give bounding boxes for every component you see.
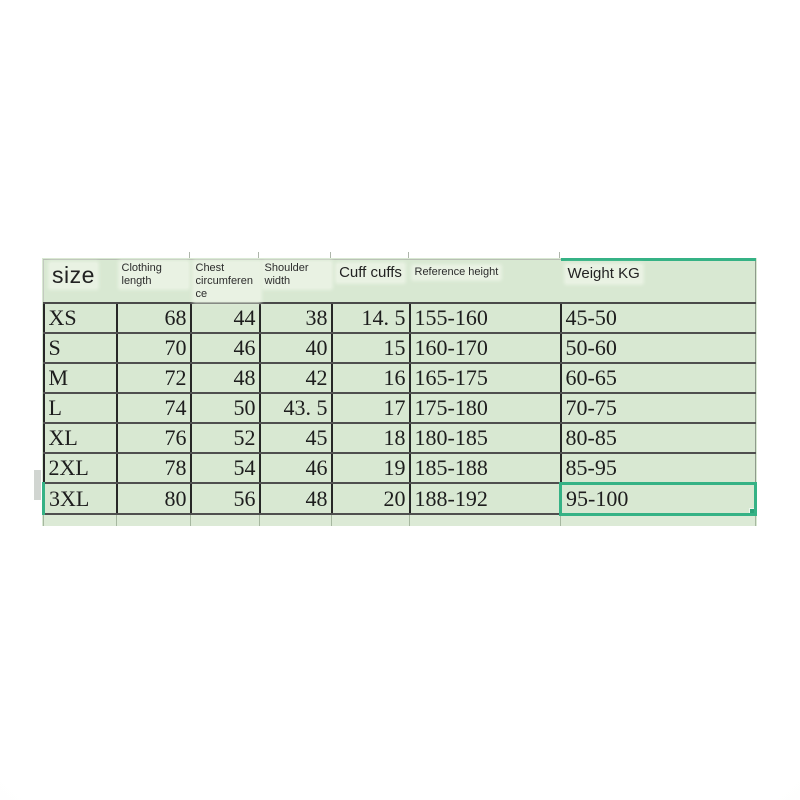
cell[interactable]: 46 (258, 451, 333, 485)
cell[interactable]: 48 (189, 361, 261, 394)
fill-handle[interactable] (749, 507, 753, 512)
cell[interactable]: 74 (115, 391, 192, 424)
column-header-label: size (50, 262, 97, 288)
cell[interactable]: 165-175 (408, 361, 562, 394)
cell-size[interactable]: 2XL (42, 451, 118, 485)
cell[interactable]: 45 (258, 421, 333, 454)
column-header-label: Shoulder width (262, 262, 331, 288)
empty-cell (259, 513, 332, 526)
cell[interactable]: 44 (189, 301, 261, 334)
table-row-s: S 70 46 40 15 160-170 50-60 (42, 331, 756, 364)
cell[interactable]: 76 (115, 421, 192, 454)
cell[interactable]: 188-192 (408, 482, 562, 516)
row-selection-left-strip (34, 470, 41, 500)
table-row-2xl: 2XL 78 54 46 19 185-188 85-95 (42, 451, 756, 485)
cell[interactable]: 54 (189, 451, 261, 485)
cell[interactable]: 68 (115, 301, 192, 334)
partial-empty-row (43, 513, 756, 526)
size-chart-sheet: size Clothing length Chest circumference… (34, 252, 757, 526)
column-header-chest-circumference[interactable]: Chest circumference (190, 258, 260, 304)
selected-cell[interactable]: 95-100 (559, 481, 757, 516)
size-chart-table: size Clothing length Chest circumference… (42, 257, 757, 526)
column-header-label: Weight KG (565, 265, 642, 283)
column-header-shoulder-width[interactable]: Shoulder width (259, 258, 332, 304)
column-header-size[interactable]: size (43, 258, 117, 304)
cell-size[interactable]: XS (42, 301, 118, 334)
table-row-m: M 72 48 42 16 165-175 60-65 (42, 361, 756, 394)
gridline-tick (258, 252, 259, 258)
gridline-tick (189, 252, 190, 258)
cell-size[interactable]: XL (42, 421, 118, 454)
column-header-reference-height[interactable]: Reference height (409, 258, 561, 304)
empty-cell (331, 513, 410, 526)
table-row-xl: XL 76 52 45 18 180-185 80-85 (42, 421, 756, 454)
cell[interactable]: 43. 5 (258, 391, 333, 424)
table-row-3xl: 3XL 80 56 48 20 188-192 95-100 (42, 481, 757, 516)
cell-size[interactable]: M (42, 361, 118, 394)
cell[interactable]: 78 (115, 451, 192, 485)
cell[interactable]: 18 (330, 421, 411, 454)
cell[interactable]: 19 (330, 451, 411, 485)
column-header-label: Cuff cuffs (337, 264, 404, 282)
cell[interactable]: 42 (258, 361, 333, 394)
cell-size[interactable]: 3XL (42, 482, 118, 516)
cell[interactable]: 70-75 (559, 391, 756, 424)
cell[interactable]: 20 (330, 482, 411, 516)
empty-cell (560, 513, 756, 526)
gridline-tick (559, 252, 560, 258)
cell[interactable]: 50 (189, 391, 261, 424)
column-header-label: Reference height (412, 266, 501, 279)
cell-size[interactable]: L (42, 391, 118, 424)
cell[interactable]: 155-160 (408, 301, 562, 334)
cell[interactable]: 17 (330, 391, 411, 424)
cell[interactable]: 14. 5 (330, 301, 411, 334)
cell[interactable]: 185-188 (408, 451, 562, 485)
column-header-weight[interactable]: Weight KG (560, 257, 756, 304)
cell[interactable]: 52 (189, 421, 261, 454)
empty-cell (43, 513, 117, 526)
column-header-label: Clothing length (119, 262, 188, 288)
cell[interactable]: 175-180 (408, 391, 562, 424)
cell[interactable]: 46 (189, 331, 261, 364)
table-row-l: L 74 50 43. 5 17 175-180 70-75 (42, 391, 756, 424)
header-row: size Clothing length Chest circumference… (43, 257, 756, 304)
cell[interactable]: 85-95 (559, 451, 756, 485)
cell[interactable]: 160-170 (408, 331, 562, 364)
cell[interactable]: 16 (330, 361, 411, 394)
empty-cell (409, 513, 561, 526)
cell[interactable]: 45-50 (559, 301, 756, 334)
cell[interactable]: 50-60 (559, 331, 756, 364)
cell[interactable]: 72 (115, 361, 192, 394)
cell[interactable]: 48 (258, 482, 333, 516)
cell[interactable]: 38 (258, 301, 333, 334)
cell[interactable]: 180-185 (408, 421, 562, 454)
cell[interactable]: 15 (330, 331, 411, 364)
cell[interactable]: 80-85 (559, 421, 756, 454)
empty-cell (190, 513, 260, 526)
table-row-xs: XS 68 44 38 14. 5 155-160 45-50 (42, 301, 756, 334)
gridline-tick (408, 252, 409, 258)
cell[interactable]: 60-65 (559, 361, 756, 394)
cell[interactable]: 70 (115, 331, 192, 364)
cell[interactable]: 56 (189, 482, 261, 516)
cell-size[interactable]: S (42, 331, 118, 364)
column-header-cuff[interactable]: Cuff cuffs (331, 258, 410, 304)
column-header-label: Chest circumference (193, 262, 260, 301)
cell[interactable]: 80 (115, 482, 192, 516)
cell[interactable]: 40 (258, 331, 333, 364)
gridline-tick (330, 252, 331, 258)
column-header-clothing-length[interactable]: Clothing length (116, 258, 191, 304)
empty-cell (116, 513, 191, 526)
